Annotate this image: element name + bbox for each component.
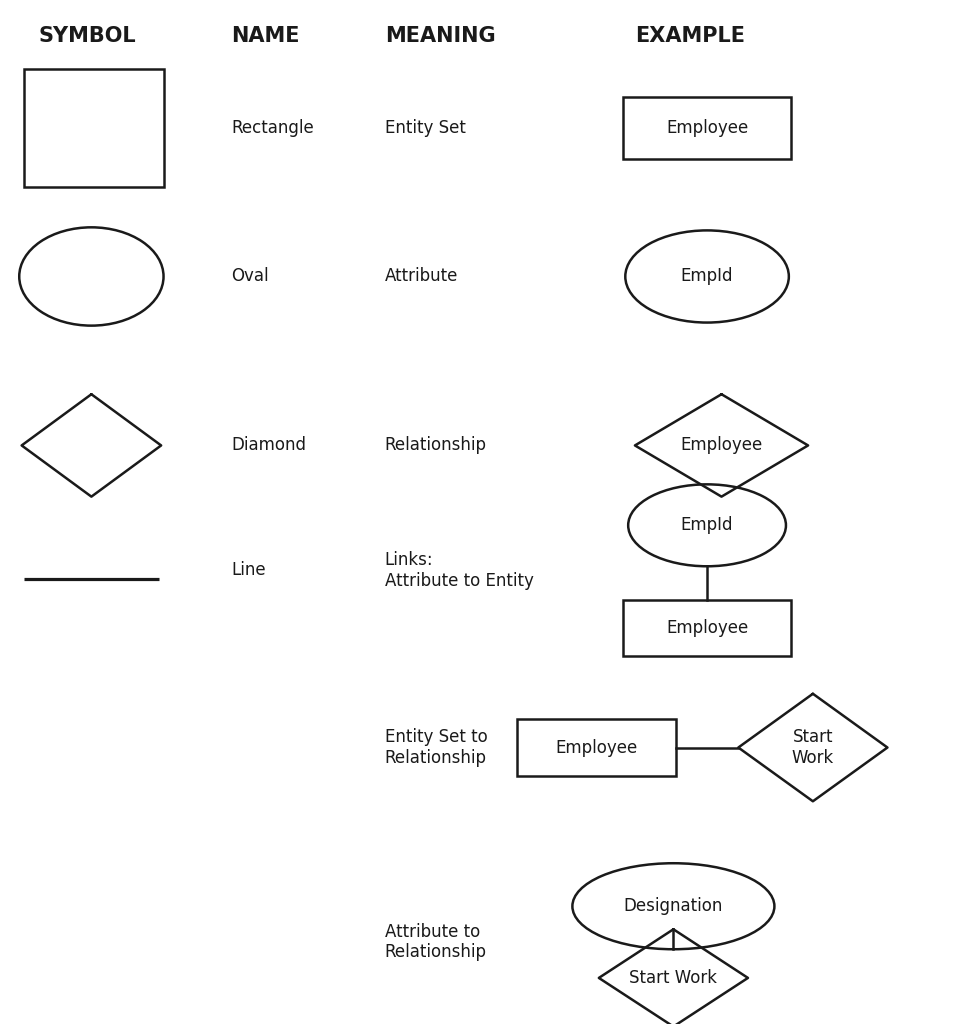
Text: Diamond: Diamond: [231, 436, 306, 455]
Text: Employee: Employee: [679, 436, 762, 455]
Text: Relationship: Relationship: [384, 436, 486, 455]
Text: EmpId: EmpId: [680, 267, 732, 286]
Text: Attribute to
Relationship: Attribute to Relationship: [384, 923, 486, 962]
Text: Entity Set: Entity Set: [384, 119, 465, 137]
Bar: [622, 97, 790, 159]
Text: Links:
Attribute to Entity: Links: Attribute to Entity: [384, 551, 533, 590]
Text: Employee: Employee: [554, 738, 637, 757]
Bar: [517, 719, 675, 776]
Bar: [622, 600, 790, 656]
Text: EmpId: EmpId: [680, 516, 732, 535]
Text: Employee: Employee: [665, 618, 748, 637]
Text: Start
Work: Start Work: [791, 728, 833, 767]
Text: Attribute: Attribute: [384, 267, 457, 286]
Text: Rectangle: Rectangle: [231, 119, 313, 137]
Text: Designation: Designation: [623, 897, 723, 915]
Text: Entity Set to
Relationship: Entity Set to Relationship: [384, 728, 487, 767]
Bar: [24, 70, 163, 186]
Text: SYMBOL: SYMBOL: [38, 26, 136, 46]
Text: NAME: NAME: [231, 26, 299, 46]
Text: Oval: Oval: [231, 267, 268, 286]
Text: EXAMPLE: EXAMPLE: [634, 26, 744, 46]
Text: Start Work: Start Work: [628, 969, 717, 987]
Text: Line: Line: [231, 561, 265, 580]
Text: MEANING: MEANING: [384, 26, 495, 46]
Text: Employee: Employee: [665, 119, 748, 137]
